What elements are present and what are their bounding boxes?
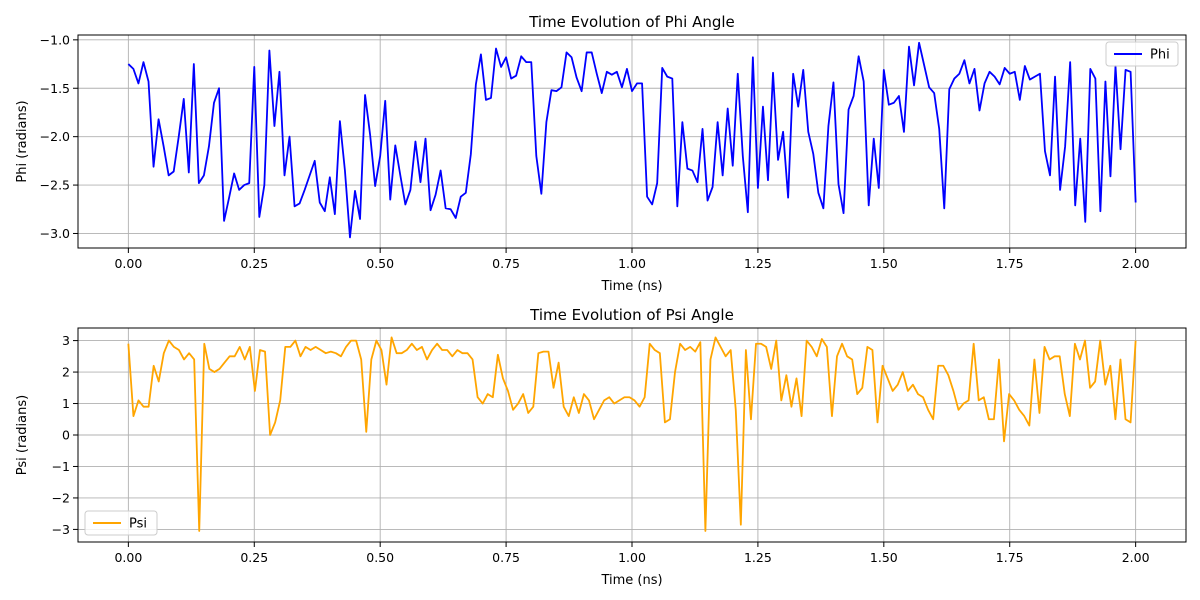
psi-y-tick-label: 1 (62, 396, 70, 411)
phi-x-tick-label: 1.75 (996, 256, 1024, 271)
phi-x-tick-label: 0.00 (114, 256, 142, 271)
psi-legend: Psi (84, 510, 158, 536)
psi-x-tick-label: 0.00 (114, 550, 142, 565)
psi-y-tick-label: −3 (52, 522, 70, 537)
psi-x-tick-label: 1.25 (744, 550, 772, 565)
psi-x-tick-label: 0.50 (366, 550, 394, 565)
psi-y-axis-label: Psi (radians) (15, 395, 30, 475)
phi-legend-label: Phi (1150, 48, 1170, 63)
psi-x-axis-label: Time (ns) (600, 573, 662, 588)
phi-axes-frame (77, 34, 1187, 249)
phi-x-axis-label: Time (ns) (600, 279, 662, 294)
phi-y-tick-label: −2.5 (40, 178, 70, 193)
phi-x-tick-label: 1.00 (618, 256, 646, 271)
phi-y-axis-label: Phi (radians) (15, 100, 30, 182)
psi-series (127, 336, 1137, 532)
phi-y-tick-label: −3.0 (40, 226, 70, 241)
phi-x-tick-label: 1.50 (870, 256, 898, 271)
phi-series-line (127, 41, 1137, 239)
psi-chart-panel: Time Evolution of Psi Angle Time (ns) Ps… (15, 306, 1187, 588)
psi-axes-frame (77, 327, 1187, 543)
phi-x-tick-label: 0.75 (492, 256, 520, 271)
psi-x-tick-label: 1.00 (618, 550, 646, 565)
psi-x-tick-label: 0.75 (492, 550, 520, 565)
phi-y-tick-label: −1.5 (40, 81, 70, 96)
phi-legend: Phi (1105, 41, 1179, 67)
psi-x-tick-label: 1.50 (870, 550, 898, 565)
phi-series (127, 41, 1137, 239)
phi-y-tick-label: −2.0 (40, 129, 70, 144)
phi-chart-panel: Time Evolution of Phi Angle Time (ns) Ph… (15, 13, 1187, 294)
psi-chart-title: Time Evolution of Psi Angle (529, 306, 734, 324)
phi-chart-title: Time Evolution of Phi Angle (528, 13, 735, 31)
psi-y-tick-label: −1 (52, 459, 70, 474)
psi-series-line (127, 336, 1137, 532)
psi-y-tick-label: −2 (52, 490, 70, 505)
psi-ticks: 0.00 0.25 0.50 0.75 1.00 1.25 1.50 1.75 2.00 −3 −2… (52, 333, 1150, 565)
psi-x-tick-label: 1.75 (996, 550, 1024, 565)
phi-x-tick-label: 0.50 (366, 256, 394, 271)
psi-y-tick-label: 2 (62, 365, 70, 380)
psi-y-tick-label: 3 (62, 333, 70, 348)
phi-x-tick-label: 0.25 (240, 256, 268, 271)
phi-x-tick-label: 2.00 (1122, 256, 1150, 271)
psi-x-tick-label: 2.00 (1122, 550, 1150, 565)
phi-x-tick-label: 1.25 (744, 256, 772, 271)
phi-ticks: 0.00 0.25 0.50 0.75 1.00 1.25 1.50 1.75 2.00 −3.0… (40, 32, 1150, 271)
psi-x-tick-label: 0.25 (240, 550, 268, 565)
psi-legend-label: Psi (129, 517, 147, 532)
phi-y-tick-label: −1.0 (40, 32, 70, 47)
psi-y-tick-label: 0 (62, 428, 70, 443)
